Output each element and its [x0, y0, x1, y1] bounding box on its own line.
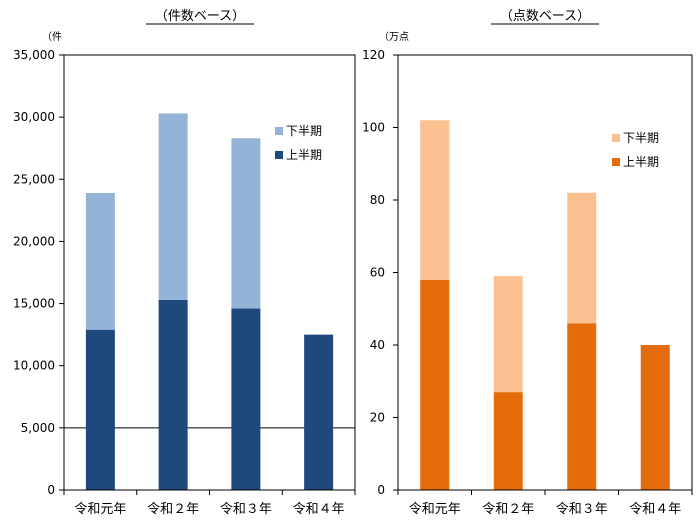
bar-first-half — [420, 279, 450, 490]
y-tick-label: 5,000 — [21, 421, 55, 435]
bar-first-half — [304, 334, 334, 490]
y-tick-label: 60 — [370, 266, 385, 280]
y-tick-label: 25,000 — [13, 172, 55, 186]
x-tick-label: 令和元年 — [409, 502, 461, 517]
bar-first-half — [640, 345, 670, 490]
x-tick-label: 令和３年 — [220, 502, 272, 517]
legend-swatch — [612, 134, 620, 142]
y-tick-label: 0 — [47, 483, 55, 497]
x-tick-label: 令和元年 — [74, 502, 126, 517]
y-tick-label: 35,000 — [13, 48, 55, 62]
bar-first-half — [158, 299, 188, 490]
y-tick-label: 120 — [362, 48, 385, 62]
bar-second-half — [231, 138, 261, 309]
y-tick-label: 80 — [370, 193, 385, 207]
chart-title: （点数ベース） — [500, 9, 590, 24]
unit-label: （件 — [42, 31, 62, 43]
x-tick-label: 令和２年 — [482, 502, 534, 517]
bar-second-half — [158, 113, 188, 300]
y-tick-label: 100 — [362, 121, 385, 135]
bar-first-half — [231, 308, 261, 490]
y-tick-label: 20 — [370, 411, 385, 425]
legend-swatch — [612, 158, 620, 166]
x-tick-label: 令和４年 — [293, 502, 345, 517]
legend-label: 上半期 — [623, 155, 659, 169]
bar-second-half — [567, 192, 597, 324]
legend-swatch — [275, 151, 283, 159]
bar-second-half — [420, 120, 450, 280]
y-tick-label: 15,000 — [13, 297, 55, 311]
y-tick-label: 0 — [377, 483, 385, 497]
legend-label: 下半期 — [623, 131, 659, 145]
y-tick-label: 20,000 — [13, 234, 55, 248]
y-tick-label: 40 — [370, 338, 385, 352]
legend-swatch — [275, 127, 283, 135]
legend-label: 下半期 — [286, 124, 322, 138]
y-tick-label: 30,000 — [13, 110, 55, 124]
bar-first-half — [493, 392, 523, 490]
x-tick-label: 令和３年 — [556, 502, 608, 517]
x-tick-label: 令和２年 — [147, 502, 199, 517]
bar-first-half — [85, 329, 115, 490]
bar-first-half — [567, 323, 597, 490]
y-tick-label: 10,000 — [13, 359, 55, 373]
bar-second-half — [85, 192, 115, 330]
unit-label: （万点 — [379, 31, 409, 43]
chart-title: （件数ベース） — [155, 9, 245, 24]
legend-label: 上半期 — [286, 148, 322, 162]
x-tick-label: 令和４年 — [629, 502, 681, 517]
bar-second-half — [493, 276, 523, 393]
